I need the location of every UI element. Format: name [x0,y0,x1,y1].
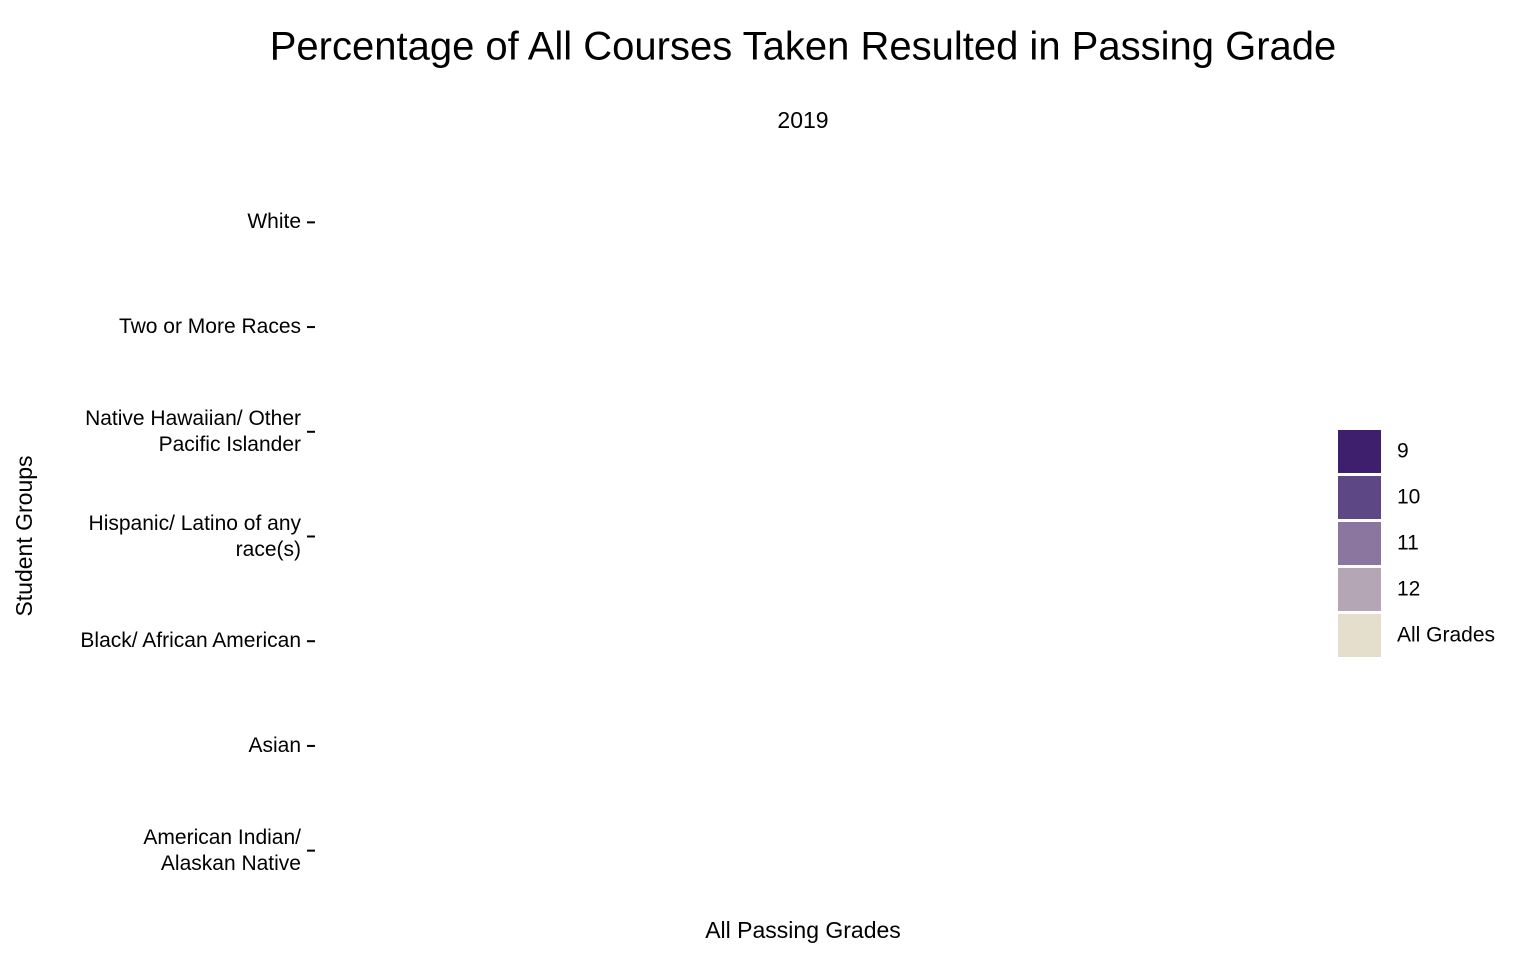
legend-swatch [1338,430,1381,473]
legend-label: 9 [1397,440,1409,463]
y-tick-label: American Indian/ Alaskan Native [143,825,301,875]
chart-title: Percentage of All Courses Taken Resulted… [270,25,1337,69]
chart-subtitle: 2019 [777,107,828,133]
legend-label: 11 [1397,532,1419,555]
y-tick-label: Black/ African American [80,629,301,653]
y-tick-label: Asian [248,733,301,757]
legend-label: 12 [1397,578,1420,601]
y-tick-label: Two or More Races [118,315,301,339]
legend-label: 10 [1397,486,1420,509]
x-axis-label: All Passing Grades [705,917,901,943]
legend-label: All Grades [1397,624,1495,647]
legend-swatch [1338,522,1381,565]
legend-swatch [1338,476,1381,519]
legend-swatch [1338,568,1381,611]
y-tick-label: White [247,210,301,234]
y-tick-label: Hispanic/ Latino of any race(s) [88,511,301,561]
y-tick-label: Native Hawaiian/ Other Pacific Islander [85,406,301,456]
legend-swatch [1338,614,1381,657]
y-axis-label: Student Groups [11,455,37,616]
